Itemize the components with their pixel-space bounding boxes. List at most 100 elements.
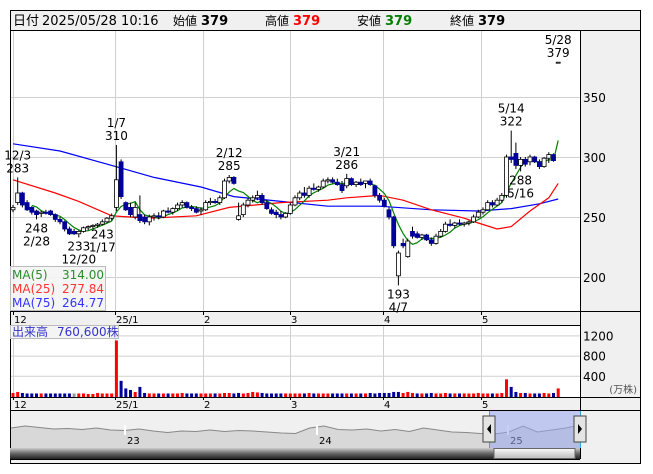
candle (142, 214, 148, 225)
volume-bar (100, 393, 104, 397)
volume-bar (63, 393, 67, 397)
volume-bar (86, 393, 90, 397)
candle-body (377, 194, 383, 201)
volume-bar (439, 393, 443, 397)
candle-body (264, 202, 270, 210)
annotation-date: 3/21 (333, 145, 360, 159)
candle (442, 221, 448, 233)
candle (123, 201, 129, 211)
month-label: 2 (204, 315, 210, 326)
candle (240, 202, 246, 217)
volume-bar (161, 393, 165, 397)
volume-bar (180, 392, 184, 397)
annotation-value: 283 (6, 161, 29, 175)
candle-body (419, 234, 425, 238)
candle-body (193, 208, 199, 213)
volume-bar (472, 393, 476, 397)
candle-body (109, 215, 115, 219)
volume-bar (326, 393, 330, 397)
candle (325, 177, 331, 184)
candle-body (81, 227, 86, 232)
volume-bar (232, 393, 236, 397)
candle-body (175, 204, 180, 209)
volume-bar (392, 391, 396, 397)
candle-body (438, 230, 444, 237)
volume-bar (476, 392, 480, 397)
candle-body (301, 192, 307, 196)
candle-body (494, 199, 500, 206)
candle (118, 159, 124, 199)
candle (156, 212, 162, 220)
candle (447, 219, 453, 227)
volume-bar (354, 393, 358, 397)
candle-body (353, 181, 359, 185)
volume-bar (331, 393, 335, 397)
candle (132, 202, 138, 220)
candle (104, 217, 110, 223)
price-tick-label: 350 (583, 91, 606, 105)
volume-bar (321, 393, 325, 397)
price-axis: 200 250 300 350 (583, 91, 606, 285)
candle-body (250, 197, 256, 201)
candle-body (137, 214, 143, 222)
candle (160, 209, 166, 219)
volume-label-box: 出来高 760,600株 (10, 324, 119, 339)
candle (184, 201, 190, 209)
volume-bar (537, 393, 541, 397)
annotation-date: 1/17 (89, 240, 116, 254)
candle (419, 233, 425, 240)
candle (85, 225, 91, 231)
candle-body (316, 186, 321, 190)
volume-bar (58, 393, 62, 397)
volume-bar (176, 393, 179, 397)
volume-bar (425, 393, 429, 397)
volume-bar (349, 393, 353, 397)
volume-bar (274, 393, 278, 397)
candle (424, 233, 430, 241)
volume-bar (124, 388, 128, 397)
candle-body (132, 206, 138, 218)
price-plot-area[interactable] (11, 31, 580, 311)
navigator-left-handle[interactable] (482, 415, 496, 443)
navigator-right-handle[interactable] (573, 415, 587, 443)
volume-bar (49, 393, 53, 397)
candle-body (273, 211, 279, 215)
candle-body (99, 221, 105, 225)
candle-body (57, 218, 63, 223)
candle (19, 191, 25, 208)
volume-bar (91, 393, 95, 397)
candle (433, 233, 439, 245)
candle (489, 200, 495, 208)
candle (81, 226, 86, 233)
scrollbar-thumb[interactable] (493, 448, 576, 459)
volume-bar (415, 393, 419, 397)
month-label: 25/1 (116, 315, 138, 326)
annotation-value: 322 (500, 115, 523, 129)
annotation-value: 248 (25, 221, 48, 235)
candle (452, 221, 458, 228)
candle (198, 207, 204, 215)
candle-body (527, 156, 533, 163)
annotation-value: 286 (335, 158, 358, 172)
candle (10, 205, 16, 213)
candle-body (551, 154, 556, 162)
volume-unit: (万株) (609, 383, 637, 396)
candle-body (85, 226, 91, 229)
volume-bar (279, 393, 283, 397)
candle (128, 202, 133, 217)
volume-bar (547, 393, 551, 397)
candle (330, 177, 336, 184)
volume-bar (218, 393, 222, 397)
candle (207, 197, 213, 205)
navigator-selection[interactable] (490, 411, 580, 448)
candle-body (381, 199, 387, 207)
volume-bar (462, 393, 466, 397)
volume-bar (288, 393, 292, 397)
scrollbar-track[interactable] (10, 448, 580, 459)
volume-bar (382, 392, 386, 397)
candle (15, 177, 21, 205)
candle (391, 215, 397, 249)
candle-body (15, 192, 21, 203)
candle-body (222, 180, 227, 199)
